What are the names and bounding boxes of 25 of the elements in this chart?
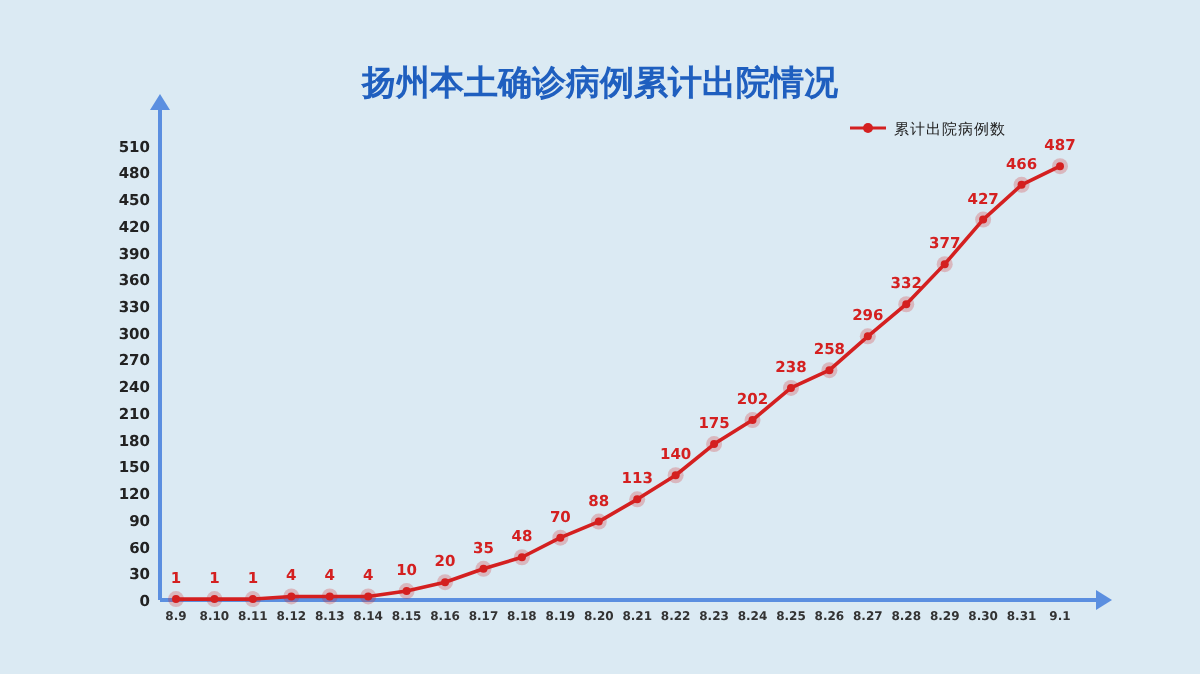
point [321, 588, 338, 605]
point [206, 591, 223, 608]
point [168, 591, 184, 608]
point [667, 467, 684, 484]
point [706, 436, 723, 453]
point [744, 412, 761, 429]
chart-title: 扬州本土确诊病例累计出院情况 [360, 64, 840, 104]
point [1052, 158, 1068, 175]
point [513, 549, 530, 566]
point [629, 491, 646, 508]
point [975, 211, 992, 228]
point [475, 560, 492, 577]
point [859, 328, 876, 345]
point [936, 256, 953, 273]
point [398, 583, 415, 600]
point [898, 296, 915, 313]
point [244, 591, 261, 608]
point [360, 588, 377, 605]
point [590, 513, 607, 530]
point [437, 574, 454, 591]
point [552, 529, 569, 546]
point [782, 379, 799, 396]
point [1013, 176, 1030, 193]
point [821, 362, 838, 379]
point [283, 588, 300, 605]
